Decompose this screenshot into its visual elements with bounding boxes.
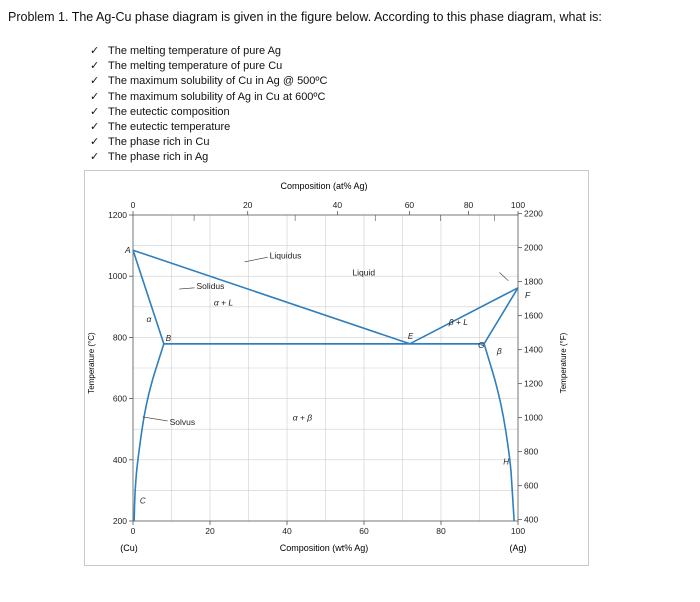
region-labels: Liquidus Liquid Solidus α + L β + L α β α + β So…: [124, 245, 531, 505]
solvus-curve: [483, 343, 515, 522]
checkmark-icon: ✓: [90, 45, 100, 57]
bottom-tick-label: 80: [436, 526, 446, 536]
bottom-tick-label: 60: [359, 526, 369, 536]
solidus-leader-line: [179, 287, 195, 290]
phase-diagram: 1200100080060040020022002000180016001400…: [87, 181, 568, 553]
bottom-tick-label: 0: [131, 526, 136, 536]
question-text: The eutectic composition: [108, 105, 230, 118]
solvus-label: Solvus: [170, 417, 196, 427]
question-checklist: ✓ The melting temperature of pure Ag ✓ The…: [90, 44, 327, 166]
top-tick-label: 40: [333, 200, 343, 210]
question-text: The maximum solubility of Cu in Ag @ 500…: [108, 75, 328, 88]
checkmark-icon: ✓: [90, 90, 100, 103]
right-axis-title: Temperature (°F): [559, 332, 568, 393]
beta-label: β: [496, 346, 502, 356]
right-tick-label: 1800: [524, 277, 543, 287]
right-tick-label: 1600: [524, 311, 543, 321]
bottom-tick-label: 40: [282, 526, 292, 536]
right-tick-label: 800: [524, 447, 538, 457]
right-tick-label: 1200: [524, 379, 543, 389]
point-c-label: C: [140, 496, 146, 505]
right-tick-label: 1400: [524, 345, 543, 355]
left-axis-title: Temperature (°C): [87, 332, 96, 394]
list-item: ✓ The eutectic composition: [90, 105, 327, 120]
list-item: ✓ The phase rich in Cu: [90, 135, 327, 150]
right-tick-label: 400: [524, 515, 538, 525]
plot-border: [132, 214, 519, 522]
solidus-label: Solidus: [197, 281, 225, 291]
left-tick-label: 600: [113, 394, 127, 404]
liquidus-leader-line: [244, 256, 268, 263]
left-tick-label: 1200: [108, 210, 127, 220]
checkmark-icon: ✓: [90, 151, 100, 164]
point-f-label: F: [525, 290, 531, 300]
list-item: ✓ The phase rich in Ag: [90, 150, 327, 165]
left-tick-label: 800: [113, 332, 127, 342]
question-text: The phase rich in Cu: [108, 136, 210, 149]
bottom-left-end-label: (Cu): [120, 543, 138, 553]
alpha-liquid-label: α + L: [214, 298, 234, 308]
top-tick-label: 60: [405, 200, 415, 210]
point-e-label: E: [408, 332, 414, 341]
axes: 1200100080060040020022002000180016001400…: [108, 200, 543, 536]
top-tick-label: 0: [131, 200, 136, 210]
alpha-beta-label: α + β: [293, 413, 313, 423]
checkmark-icon: ✓: [90, 60, 100, 73]
left-tick-label: 200: [113, 516, 127, 526]
bottom-tick-label: 100: [511, 526, 525, 536]
list-item: ✓ The maximum solubility of Ag in Cu at 6…: [90, 90, 327, 105]
grid: [133, 215, 518, 521]
figure-frame: 1200 1000 800 600 400 200 2200 2000 1800 1600 1400…: [84, 170, 589, 566]
question-text: The maximum solubility of Ag in Cu at 60…: [108, 90, 326, 103]
list-item: ✓ The melting temperature of pure Ag: [90, 44, 327, 59]
list-item: ✓ The maximum solubility of Cu in Ag @ 50…: [90, 74, 327, 89]
point-f-leader-line: [499, 272, 509, 282]
checkmark-icon: ✓: [90, 75, 100, 88]
question-text: The melting temperature of pure Cu: [108, 60, 283, 73]
list-item: ✓ The eutectic temperature: [90, 120, 327, 135]
bottom-right-end-label: (Ag): [509, 543, 526, 553]
point-h-label: H: [503, 457, 509, 466]
beta-liquid-label: β + L: [448, 317, 469, 327]
point-b-label: B: [166, 334, 172, 343]
bottom-tick-label: 20: [205, 526, 215, 536]
top-axis-title: Composition (at% Ag): [280, 181, 367, 191]
top-tick-label: 20: [243, 200, 253, 210]
question-text: The melting temperature of pure Ag: [108, 45, 282, 57]
list-item: ✓ The melting temperature of pure Cu: [90, 59, 327, 74]
top-tick-label: 80: [464, 200, 474, 210]
checkmark-icon: ✓: [90, 120, 100, 133]
question-text: The eutectic temperature: [108, 120, 231, 133]
alpha-label: α: [146, 314, 152, 324]
right-tick-label: 1000: [524, 413, 543, 423]
checkmark-icon: ✓: [90, 105, 100, 118]
right-tick-label: 600: [524, 481, 538, 491]
bottom-axis-title: Composition (wt% Ag): [280, 543, 369, 553]
liquid-label: Liquid: [352, 267, 375, 277]
solvus-curve: [133, 343, 165, 522]
liquidus-label: Liquidus: [270, 250, 302, 260]
right-tick-label: 2200: [524, 209, 543, 219]
problem-title: Problem 1. The Ag-Cu phase diagram is gi…: [8, 10, 602, 24]
question-text: The phase rich in Ag: [108, 151, 209, 164]
top-tick-label: 100: [511, 200, 525, 210]
right-tick-label: 2000: [524, 243, 543, 253]
point-g-label: G: [478, 341, 484, 350]
solvus-leader-line: [142, 416, 168, 422]
point-a-label: A: [124, 245, 131, 255]
checkmark-icon: ✓: [90, 136, 100, 149]
phase-boundaries: [132, 249, 519, 522]
left-tick-label: 1000: [108, 271, 127, 281]
left-tick-label: 400: [113, 455, 127, 465]
